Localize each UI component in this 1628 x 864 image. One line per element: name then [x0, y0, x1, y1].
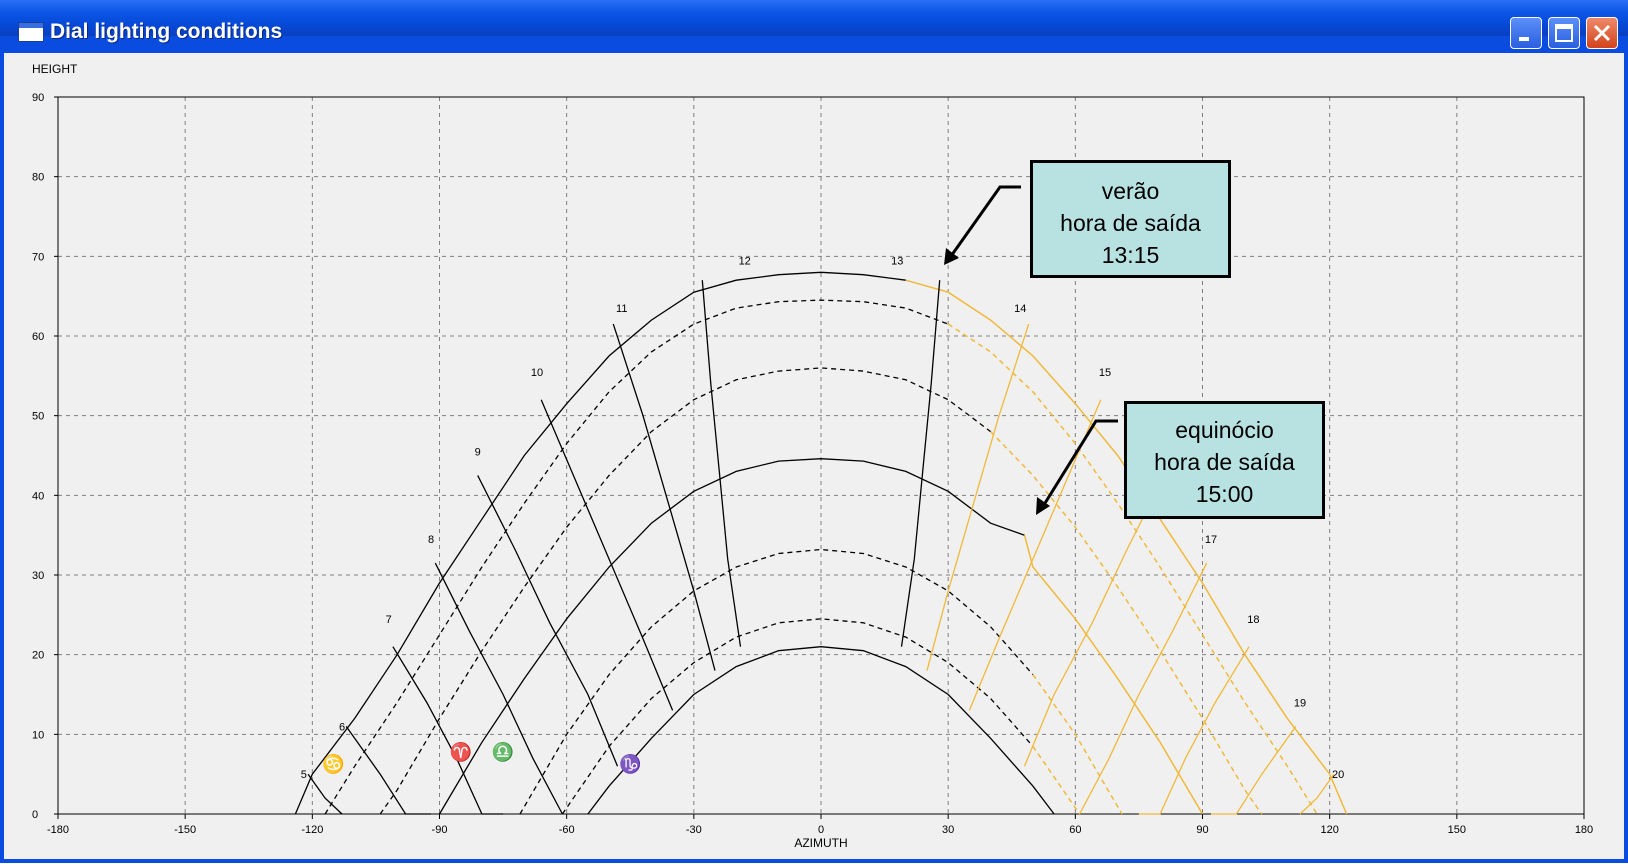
hour-label: 17: [1205, 534, 1217, 546]
hour-curve: [307, 773, 343, 815]
hour-label: 12: [739, 255, 751, 267]
hour-curve: [477, 475, 619, 767]
hour-curve: [540, 399, 674, 711]
day-curve: [294, 271, 906, 815]
y-tick-label: 80: [32, 172, 44, 184]
summer-callout-arrow-head: [944, 248, 959, 265]
hour-label: 15: [1099, 367, 1111, 379]
hour-curve: [1299, 773, 1335, 815]
zodiac-label: ♑: [619, 753, 641, 774]
day-curve: [587, 646, 1055, 815]
summer-callout: verão hora de saída 13:15: [1030, 160, 1231, 278]
day-curve: [561, 618, 1034, 815]
sun-path-chart: -180 -150 -120 -90 -60 -30 0 30 60 90 120 150 180 0 10…: [32, 62, 1593, 850]
hour-curve: [434, 562, 563, 815]
title-bar[interactable]: Dial lighting conditions: [0, 0, 1628, 49]
y-tick-label: 50: [32, 411, 44, 423]
x-tick-label: 0: [818, 824, 824, 836]
hour-label: 9: [475, 447, 481, 459]
hour-curve: [926, 323, 1030, 671]
summer-callout-line2: hora de saída: [1060, 210, 1201, 236]
summer-callout-line3: 13:15: [1101, 242, 1160, 268]
hour-label: 8: [428, 534, 434, 546]
zodiac-label: ♈: [449, 741, 471, 762]
day-curve: [379, 367, 991, 815]
y-tick-label: 90: [32, 92, 44, 104]
x-tick-label: -60: [559, 824, 575, 836]
equinox-callout-line1: equinócio: [1175, 417, 1274, 443]
x-tick-label: 30: [942, 824, 954, 836]
x-tick-label: 60: [1069, 824, 1081, 836]
y-tick-label: 70: [32, 251, 44, 263]
x-tick-label: -90: [432, 824, 448, 836]
equinox-callout-arrow: [1040, 419, 1118, 509]
day-curve: [438, 458, 1025, 815]
maximize-button[interactable]: [1548, 17, 1580, 49]
y-tick-label: 30: [32, 570, 44, 582]
hour-label: 13: [891, 255, 903, 267]
hour-curve: [701, 280, 742, 647]
day-curve: [324, 299, 949, 815]
hour-label: 14: [1014, 303, 1026, 315]
hour-label: 18: [1247, 614, 1259, 626]
hour-curve: [1023, 475, 1165, 767]
hour-label: 7: [386, 614, 392, 626]
x-tick-label: -180: [47, 824, 69, 836]
hour-label: 5: [301, 769, 307, 781]
close-button[interactable]: [1586, 17, 1618, 49]
day-curve-shadowed: [1032, 745, 1081, 815]
hour-curve: [1138, 646, 1250, 815]
minimize-icon: [1511, 18, 1541, 48]
x-tick-label: 150: [1448, 824, 1466, 836]
window-title: Dial lighting conditions: [50, 20, 283, 43]
day-curve: [519, 548, 1034, 815]
y-tick-label: 10: [32, 729, 44, 741]
day-curve-shadowed: [990, 431, 1263, 815]
window-icon: [18, 22, 44, 42]
summer-callout-line1: verão: [1101, 178, 1160, 204]
equinox-callout-arrow-head: [1036, 497, 1050, 515]
x-axis-label: AZIMUTH: [794, 836, 847, 850]
x-tick-label: 180: [1575, 824, 1593, 836]
hour-label: 11: [616, 303, 627, 315]
hour-curve: [900, 280, 941, 647]
maximize-icon: [1549, 18, 1579, 48]
hour-label: 10: [531, 367, 543, 379]
hour-curve: [345, 726, 431, 815]
hour-curve: [1211, 726, 1297, 815]
y-axis-label: HEIGHT: [32, 62, 78, 76]
x-tick-label: -120: [301, 824, 323, 836]
y-tick-label: 60: [32, 331, 44, 343]
day-curve-shadowed: [1032, 674, 1123, 815]
hour-curve: [612, 323, 716, 671]
hour-curve: [968, 399, 1102, 711]
chart-area: -180 -150 -120 -90 -60 -30 0 30 60 90 120 150 180 0 10…: [4, 53, 1624, 859]
hour-curve: [392, 646, 504, 815]
day-curve-shadowed: [947, 323, 1318, 815]
hour-curve: [1079, 562, 1208, 815]
zodiac-label: ♋: [322, 753, 344, 774]
zodiac-label: ♎: [492, 741, 514, 762]
minimize-button[interactable]: [1510, 17, 1542, 49]
y-tick-label: 0: [32, 809, 38, 821]
x-tick-label: -30: [686, 824, 702, 836]
y-tick-label: 20: [32, 650, 44, 662]
y-tick-label: 40: [32, 490, 44, 502]
x-tick-label: 120: [1320, 824, 1338, 836]
hour-label: 20: [1332, 769, 1344, 781]
hour-label: 19: [1294, 697, 1306, 709]
close-icon: [1587, 18, 1617, 48]
equinox-callout: equinócio hora de saída 15:00: [1124, 401, 1325, 519]
x-tick-label: -150: [174, 824, 196, 836]
equinox-callout-line2: hora de saída: [1154, 449, 1295, 475]
hour-label: 6: [339, 721, 345, 733]
equinox-callout-line3: 15:00: [1195, 481, 1254, 507]
x-tick-label: 90: [1196, 824, 1208, 836]
summer-callout-arrow: [947, 185, 1021, 260]
